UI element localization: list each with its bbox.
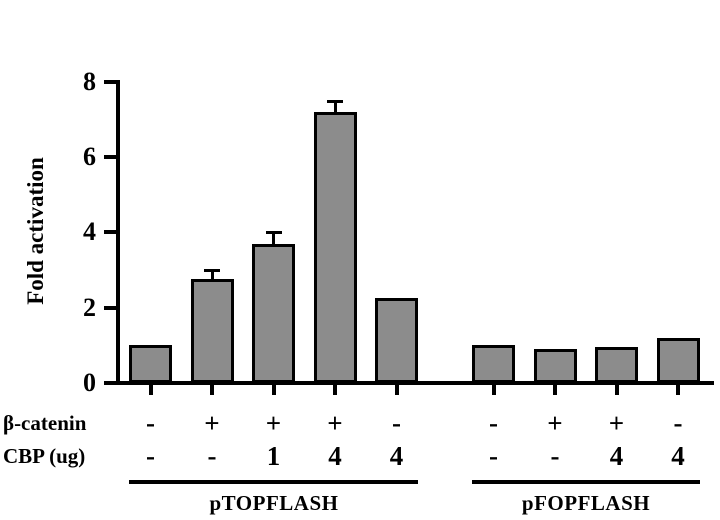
y-axis-tick: [104, 230, 116, 235]
data-bar: [190, 279, 234, 383]
y-axis-tick: [104, 381, 116, 385]
x-axis-tick: [491, 385, 496, 395]
cbp-amount-sign: -: [207, 441, 217, 471]
data-bar: [375, 298, 418, 383]
beta-catenin-sign: +: [608, 408, 625, 438]
beta-catenin-sign: +: [204, 408, 220, 438]
x-axis-tick: [553, 385, 557, 395]
beta-catenin-sign: +: [265, 408, 282, 438]
error-bar-cap: [265, 231, 282, 235]
data-bar: [595, 347, 638, 383]
beta-catenin-sign: +: [547, 408, 563, 438]
group-label-pfopflash: pFOPFLASH: [521, 491, 651, 515]
group-underline-ptopflash: [129, 480, 418, 484]
y-axis-tick-label: 6: [83, 142, 96, 172]
group-underline-pfopflash: [472, 480, 700, 484]
row-label-cbp: CBP (ug): [3, 444, 86, 468]
data-bar: [533, 349, 577, 383]
y-axis-tick: [104, 305, 116, 310]
beta-catenin-sign: -: [146, 408, 155, 438]
error-bar-whisker: [333, 99, 337, 114]
data-bar: [129, 345, 172, 383]
cbp-amount-sign: 1: [266, 441, 281, 471]
cbp-amount-sign: 4: [389, 441, 404, 471]
beta-catenin-sign: +: [327, 408, 343, 438]
beta-catenin-sign: -: [673, 408, 683, 438]
cbp-amount-sign: 4: [328, 441, 342, 471]
cbp-amount-sign: 4: [609, 441, 624, 471]
y-axis-tick-label: 2: [83, 292, 96, 322]
data-bar: [656, 337, 700, 383]
y-axis-title: Fold activation: [23, 157, 48, 305]
cbp-amount-sign: 4: [671, 441, 685, 471]
group-label-ptopflash: pTOPFLASH: [209, 491, 339, 515]
y-axis-tick-label: 4: [83, 217, 96, 247]
y-axis-line: [116, 79, 120, 385]
data-bar: [252, 243, 295, 383]
x-axis-tick: [148, 385, 153, 395]
beta-catenin-sign: -: [392, 408, 401, 438]
x-axis-tick: [394, 385, 399, 395]
cbp-amount-sign: -: [146, 441, 155, 471]
beta-catenin-sign: -: [489, 408, 498, 438]
cbp-amount-sign: -: [550, 441, 560, 471]
x-axis-tick: [210, 385, 214, 395]
y-axis-tick-label: 0: [83, 368, 96, 397]
error-bar-whisker: [272, 231, 275, 246]
x-axis-tick: [676, 385, 680, 395]
error-bar-cap: [327, 99, 343, 103]
error-bar-whisker: [210, 269, 214, 282]
data-bar: [472, 345, 515, 383]
x-axis-tick: [333, 385, 337, 395]
x-axis-line: [116, 381, 714, 385]
x-axis-tick: [614, 385, 619, 395]
data-bar: [313, 111, 357, 383]
y-axis-tick: [104, 155, 116, 160]
error-bar-cap: [204, 269, 220, 273]
x-axis-tick: [271, 385, 276, 395]
row-label-beta-catenin: β-catenin: [3, 411, 87, 435]
y-axis-tick-label: 8: [83, 66, 96, 96]
y-axis-tick: [104, 79, 116, 84]
cbp-amount-sign: -: [489, 441, 498, 471]
